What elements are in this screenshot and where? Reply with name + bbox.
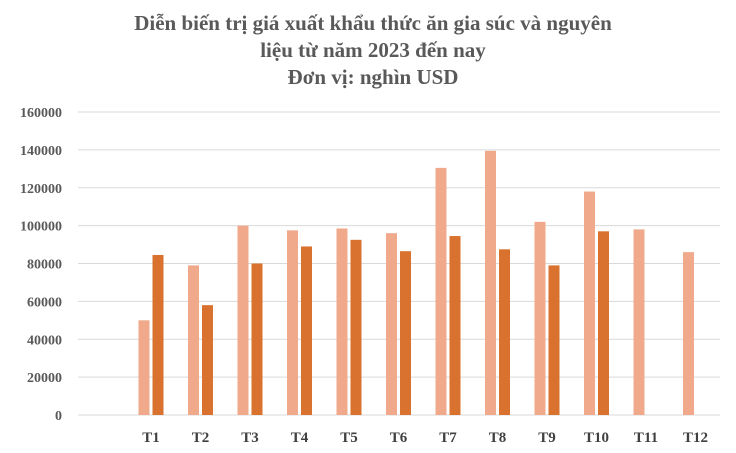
bar-series-2	[449, 236, 461, 415]
y-tick-label: 160000	[20, 106, 62, 121]
x-tick-label: T8	[489, 430, 507, 446]
bar-series-1	[435, 167, 447, 415]
bar-series-1	[138, 320, 150, 415]
bar-series-2	[350, 239, 362, 415]
bar-series-1	[534, 221, 546, 415]
bar-series-1	[237, 225, 249, 415]
chart-title-line-1: Diễn biến trị giá xuất khẩu thức ăn gia …	[134, 11, 612, 35]
x-tick-label: T6	[390, 430, 408, 446]
bar-series-2	[400, 251, 411, 415]
bar-series-1	[683, 252, 694, 415]
y-tick-label: 60000	[27, 295, 62, 310]
bar-series-2	[251, 263, 263, 415]
bar-series-1	[287, 230, 298, 415]
x-axis: T1 T2 T3 T4 T5 T6 T7 T8 T9 T10 T11 T12	[142, 430, 708, 446]
y-tick-label: 80000	[27, 258, 62, 273]
bar-series-1	[336, 228, 348, 415]
x-tick-label: T10	[584, 430, 609, 446]
chart-title-line-2: liệu từ năm 2023 đến nay	[260, 38, 486, 62]
bar-series-1	[485, 150, 496, 415]
chart-title: Diễn biến trị giá xuất khẩu thức ăn gia …	[40, 10, 706, 91]
bar-series-2	[548, 265, 560, 415]
gridlines	[78, 111, 720, 416]
x-tick-label: T1	[142, 430, 160, 446]
bar-series-2	[152, 254, 164, 415]
bar-series-2	[202, 305, 213, 415]
bar-series-1	[188, 265, 199, 415]
x-tick-label: T11	[634, 430, 658, 446]
bar-series-2	[499, 249, 510, 415]
y-tick-label: 0	[55, 409, 62, 424]
x-tick-label: T4	[291, 430, 309, 446]
chart-title-line-3: Đơn vị: nghìn USD	[287, 65, 459, 89]
x-tick-label: T9	[538, 430, 556, 446]
bar-series-2	[301, 246, 312, 415]
bar-series-1	[584, 191, 595, 415]
bar-series-2	[598, 231, 609, 415]
bars	[138, 150, 694, 415]
x-tick-label: T5	[340, 430, 358, 446]
y-tick-label: 140000	[20, 144, 62, 159]
y-axis: 0 20000 40000 60000 80000 100000 120000 140000 1…	[20, 106, 62, 424]
y-tick-label: 20000	[27, 371, 62, 386]
x-tick-label: T2	[192, 430, 210, 446]
y-tick-label: 100000	[20, 220, 62, 235]
x-tick-label: T7	[439, 430, 457, 446]
x-tick-label: T3	[241, 430, 259, 446]
y-tick-label: 40000	[27, 333, 62, 348]
bar-series-1	[386, 233, 397, 415]
x-tick-label: T12	[683, 430, 708, 446]
y-tick-label: 120000	[20, 182, 62, 197]
bar-series-1	[633, 229, 645, 415]
